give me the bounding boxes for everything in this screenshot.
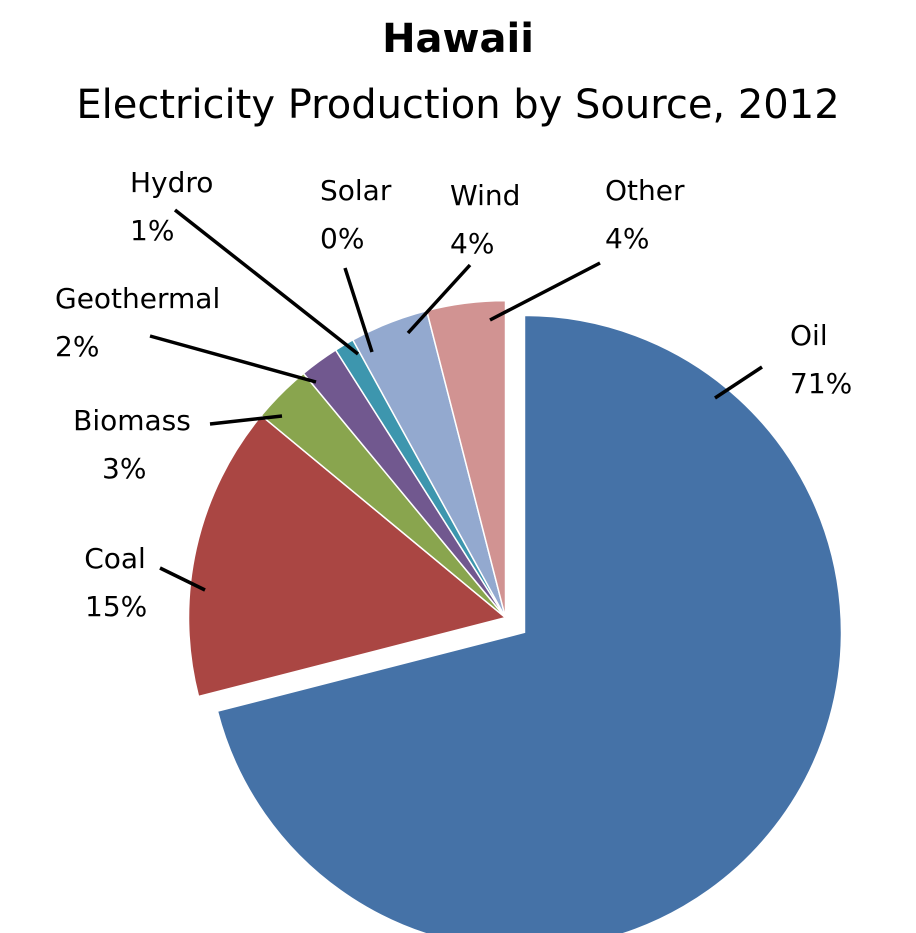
leader-line-solar (343, 267, 374, 353)
leader-line-oil (714, 365, 763, 400)
slice-label-other: Other (605, 174, 685, 207)
slice-percent-oil: 71% (790, 367, 852, 400)
slice-percent-wind: 4% (450, 227, 494, 260)
slice-label-solar: Solar (320, 174, 392, 207)
slice-label-biomass: Biomass (73, 404, 191, 437)
pie-slice-oil (216, 314, 843, 933)
chart-subtitle: Electricity Production by Source, 2012 (76, 82, 839, 128)
leader-line-coal (159, 566, 206, 592)
leader-line-wind (406, 263, 472, 335)
slice-label-geothermal: Geothermal (55, 282, 220, 315)
leader-line-hydro (173, 208, 360, 356)
slice-percent-biomass: 3% (102, 452, 146, 485)
leader-line-biomass (209, 414, 283, 426)
slice-label-coal: Coal (84, 542, 146, 575)
slice-label-hydro: Hydro (130, 166, 213, 199)
slice-percent-geothermal: 2% (55, 330, 99, 363)
slice-percent-hydro: 1% (130, 214, 174, 247)
leader-line-other (489, 261, 601, 322)
slice-percent-coal: 15% (85, 590, 147, 623)
slice-label-wind: Wind (450, 179, 520, 212)
slice-percent-solar: 0% (320, 222, 364, 255)
slice-percent-other: 4% (605, 222, 649, 255)
chart-title: Hawaii (382, 16, 534, 62)
pie-slice-coal (187, 414, 508, 698)
slice-label-oil: Oil (790, 319, 828, 352)
leader-line-geothermal (149, 334, 317, 384)
